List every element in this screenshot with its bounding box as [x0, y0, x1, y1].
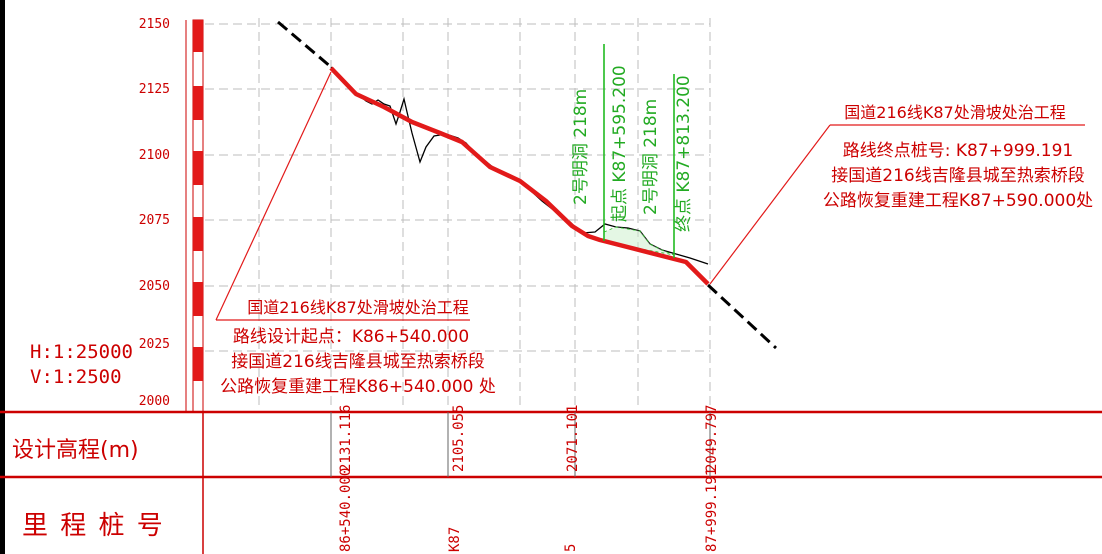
y-tick-label: 2125 [139, 82, 170, 97]
left-border [0, 0, 5, 554]
station-value: 5 [563, 544, 579, 552]
horizontal-scale: H:1:25000 [30, 341, 133, 363]
y-tick-label: 2025 [139, 337, 170, 352]
end-note-line4: 公路恢复重建工程K87+590.000处 [823, 191, 1093, 211]
data-table: 2131.116 2105.055 2071.101 2049.797 86+5… [0, 405, 1102, 554]
elevation-value: 2131.116 [338, 405, 354, 472]
elevation-value: 2049.797 [704, 405, 720, 472]
vertical-scale: V:1:2500 [30, 366, 122, 388]
tunnel-markers [603, 44, 675, 258]
station-value: K87 [447, 527, 463, 552]
row-label-design-elevation: 设计高程(m) [12, 438, 139, 463]
end-note-line3: 接国道216线吉隆县城至热索桥段 [831, 166, 1084, 186]
extension-line [277, 20, 778, 350]
elevation-ruler [185, 19, 204, 413]
y-tick-label: 2150 [139, 17, 170, 32]
design-line [329, 66, 710, 286]
tunnel-end-name: 2号明洞 218m [641, 99, 661, 215]
station-value: 87+999.191 [704, 468, 720, 552]
tunnel-start-name: 2号明洞 218m [571, 89, 591, 205]
elevation-value: 2071.101 [565, 405, 581, 472]
y-tick-label: 2100 [139, 148, 170, 163]
elevation-value: 2105.055 [451, 405, 467, 472]
start-note-line2: 路线设计起点：K86+540.000 [233, 327, 469, 347]
y-tick-label: 2050 [139, 279, 170, 294]
start-note-line3: 接国道216线吉隆县城至热索桥段 [231, 352, 484, 372]
start-note-line4: 公路恢复重建工程K86+540.000 处 [220, 377, 496, 397]
grid [205, 18, 711, 405]
y-tick-label: 2075 [139, 213, 170, 228]
tunnel-end-station: 终点 K87+813.200 [674, 75, 694, 232]
end-note-line1: 国道216线K87处滑坡处治工程 [844, 103, 1065, 122]
start-leader [215, 71, 470, 321]
end-leader [709, 124, 1085, 285]
start-note-line1: 国道216线K87处滑坡处治工程 [247, 298, 468, 317]
tunnel-start-station: 起点 K87+595.200 [610, 65, 630, 222]
y-tick-label: 2000 [139, 394, 170, 409]
station-value: 86+540.000 [338, 468, 354, 552]
row-label-station: 里 程 桩 号 [22, 511, 165, 541]
end-note-line2: 路线终点桩号: K87+999.191 [843, 141, 1073, 161]
